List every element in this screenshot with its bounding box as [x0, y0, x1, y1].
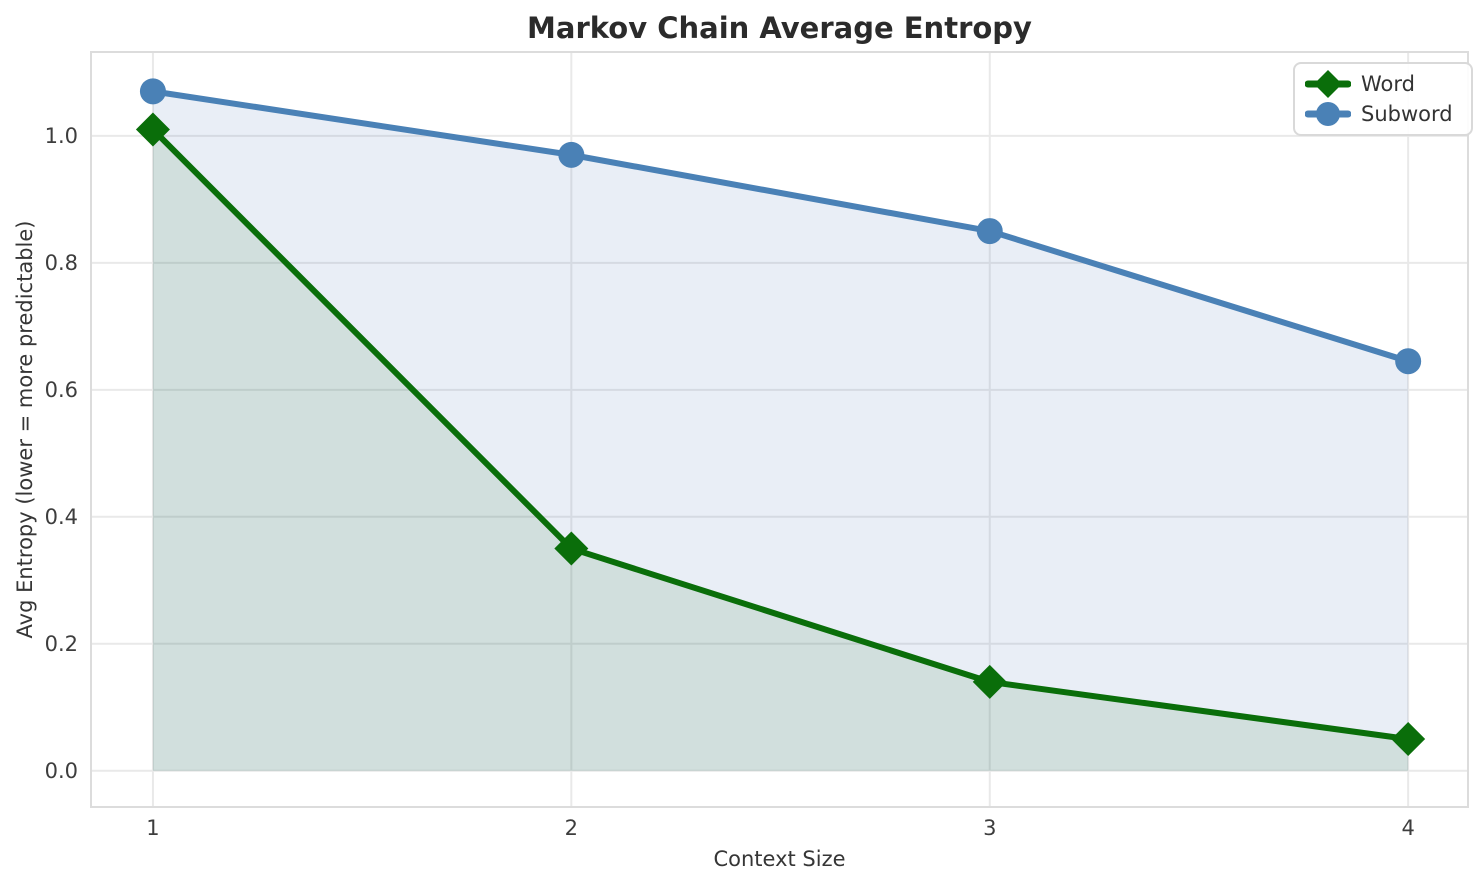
- legend: Word Subword: [1293, 62, 1473, 136]
- series-markers: [135, 78, 1426, 757]
- y-tick-label: 0.4: [45, 505, 78, 529]
- x-tick-label: 4: [1401, 816, 1414, 840]
- legend-item-word: Word: [1305, 70, 1453, 98]
- x-tick-label: 3: [983, 816, 996, 840]
- y-tick-label: 0.6: [45, 378, 78, 402]
- legend-diamond-icon: [1314, 70, 1342, 98]
- x-tick-labels: 1 2 3 4: [146, 816, 1415, 840]
- marker-subword: [139, 78, 166, 105]
- y-axis-label: Avg Entropy (lower = more predictable): [13, 221, 37, 639]
- legend-item-subword: Subword: [1305, 100, 1453, 128]
- x-axis-label: Context Size: [713, 847, 845, 871]
- gridlines: [91, 52, 1468, 807]
- series-lines: [149, 88, 1412, 743]
- y-tick-label: 0.2: [45, 632, 78, 656]
- marker-subword: [1395, 348, 1422, 375]
- legend-circle-icon: [1316, 102, 1340, 126]
- area-fills: [152, 91, 1409, 771]
- plot-frame: [90, 51, 1469, 808]
- y-tick-label: 0.8: [45, 251, 78, 275]
- marker-word: [1391, 722, 1426, 757]
- x-tick-label: 2: [565, 816, 578, 840]
- fill-area-subword: [152, 91, 1409, 771]
- marker-subword: [976, 218, 1003, 245]
- x-tick-label: 1: [146, 816, 159, 840]
- legend-item-label: Subword: [1361, 102, 1453, 126]
- y-tick-label: 1.0: [45, 124, 78, 148]
- fill-area-word: [152, 129, 1409, 771]
- legend-item-label: Word: [1361, 72, 1415, 96]
- series-line-word: [149, 126, 1412, 743]
- marker-word: [135, 112, 170, 147]
- marker-word: [972, 664, 1007, 699]
- legend-marker-word-icon: [1305, 70, 1351, 98]
- marker-subword: [558, 141, 585, 168]
- y-tick-label: 0.0: [45, 759, 78, 783]
- chart-title: Markov Chain Average Entropy: [527, 11, 1032, 45]
- series-line-subword: [149, 88, 1412, 365]
- marker-word: [554, 531, 589, 566]
- y-tick-labels: 0.0 0.2 0.4 0.6 0.8 1.0: [45, 124, 78, 783]
- legend-marker-subword-icon: [1305, 102, 1351, 126]
